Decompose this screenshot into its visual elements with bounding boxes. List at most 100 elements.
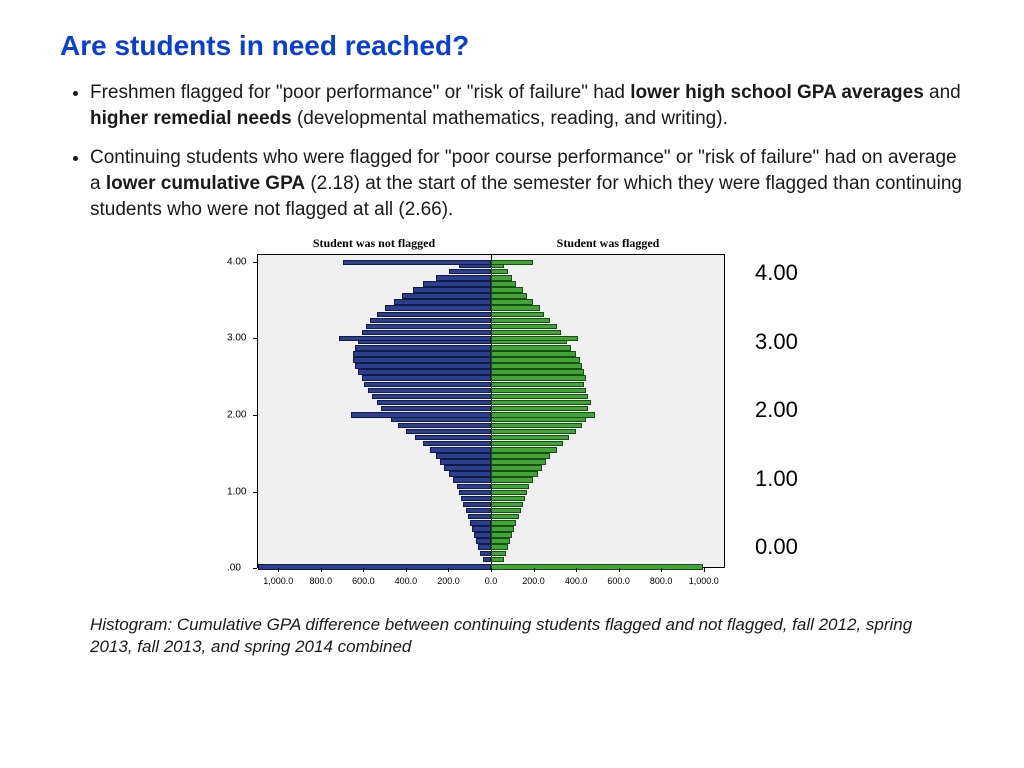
bullet-item: Freshmen flagged for "poor performance" …: [90, 80, 964, 131]
y-tick-mark: [253, 568, 257, 569]
y-tick-label: 2.00: [227, 410, 246, 421]
bar-flagged: [491, 336, 578, 342]
bar-not-flagged: [480, 551, 491, 557]
y-tick-mark: [253, 262, 257, 263]
bar-flagged: [491, 312, 544, 318]
bullet-bold: lower cumulative GPA: [106, 173, 305, 194]
x-tick-label: 800.0: [650, 576, 673, 586]
bar-not-flagged: [423, 441, 491, 447]
bar-not-flagged: [394, 299, 491, 305]
bar-flagged: [491, 496, 525, 502]
bar-flagged: [491, 465, 542, 471]
bar-not-flagged: [351, 412, 491, 418]
side-gpa-labels: 4.00 3.00 2.00 1.00 0.00: [755, 236, 825, 596]
x-tick-label: 1,000.0: [689, 576, 719, 586]
bar-flagged: [491, 484, 529, 490]
bar-flagged: [491, 412, 595, 418]
bar-not-flagged: [366, 324, 491, 330]
y-tick-label: .00: [227, 563, 241, 574]
bar-not-flagged: [453, 477, 491, 483]
bar-not-flagged: [402, 293, 491, 299]
bar-flagged: [491, 305, 540, 311]
x-tick-mark: [448, 568, 449, 572]
bar-flagged: [491, 293, 527, 299]
bullet-text: Freshmen flagged for "poor performance" …: [90, 82, 630, 103]
bar-flagged: [491, 551, 506, 557]
chart-header-right: Student was flagged: [491, 236, 725, 251]
chart-header-left: Student was not flagged: [257, 236, 491, 251]
side-label: 4.00: [755, 260, 825, 286]
bar-not-flagged: [385, 305, 491, 311]
bar-not-flagged: [406, 429, 491, 435]
bar-flagged: [491, 532, 512, 538]
bar-not-flagged: [370, 318, 491, 324]
bar-not-flagged: [472, 526, 491, 532]
bar-not-flagged: [364, 382, 491, 388]
chart-area: Student was not flagged Student was flag…: [60, 236, 964, 596]
x-tick-label: 0.0: [485, 576, 498, 586]
bar-not-flagged: [362, 330, 491, 336]
bar-not-flagged: [483, 557, 491, 563]
x-tick-label: 1,000.0: [263, 576, 293, 586]
bar-flagged: [491, 447, 557, 453]
bar-not-flagged: [457, 484, 491, 490]
bar-not-flagged: [461, 496, 491, 502]
x-tick-mark: [278, 568, 279, 572]
x-tick-mark: [704, 568, 705, 572]
bar-flagged: [491, 260, 533, 266]
bar-not-flagged: [355, 345, 491, 351]
x-tick-label: 400.0: [565, 576, 588, 586]
bar-not-flagged: [476, 538, 491, 544]
bar-flagged: [491, 453, 550, 459]
bar-flagged: [491, 394, 588, 400]
bar-flagged: [491, 363, 582, 369]
bar-flagged: [491, 406, 588, 412]
bullet-bold: lower high school GPA averages: [630, 82, 924, 103]
bar-not-flagged: [459, 490, 491, 496]
bar-not-flagged: [436, 453, 491, 459]
x-tick-mark: [321, 568, 322, 572]
bar-flagged: [491, 275, 512, 281]
bar-not-flagged: [339, 336, 492, 342]
bar-flagged: [491, 564, 703, 570]
bar-not-flagged: [436, 275, 491, 281]
bar-not-flagged: [377, 312, 491, 318]
bar-flagged: [491, 435, 569, 441]
bar-not-flagged: [355, 363, 491, 369]
chart-headers: Student was not flagged Student was flag…: [257, 236, 725, 251]
bar-flagged: [491, 423, 582, 429]
bar-not-flagged: [466, 508, 491, 514]
bar-not-flagged: [258, 564, 491, 570]
bar-not-flagged: [353, 351, 491, 357]
bullet-item: Continuing students who were flagged for…: [90, 145, 964, 222]
bar-not-flagged: [343, 260, 491, 266]
bar-not-flagged: [449, 471, 491, 477]
side-label: 3.00: [755, 329, 825, 355]
bar-flagged: [491, 459, 546, 465]
chart-caption: Histogram: Cumulative GPA difference bet…: [90, 614, 944, 658]
x-tick-label: 200.0: [437, 576, 460, 586]
bar-not-flagged: [415, 435, 491, 441]
side-label: 0.00: [755, 534, 825, 560]
bar-flagged: [491, 357, 580, 363]
bar-flagged: [491, 490, 527, 496]
y-tick-mark: [253, 492, 257, 493]
page-title: Are students in need reached?: [60, 30, 964, 62]
bar-flagged: [491, 269, 508, 275]
bar-not-flagged: [381, 406, 491, 412]
x-tick-mark: [363, 568, 364, 572]
bar-flagged: [491, 324, 557, 330]
bar-not-flagged: [368, 388, 491, 394]
bar-not-flagged: [440, 459, 491, 465]
bar-flagged: [491, 375, 586, 381]
plot-region: [257, 254, 725, 568]
bar-flagged: [491, 508, 521, 514]
bar-flagged: [491, 351, 576, 357]
bar-flagged: [491, 429, 576, 435]
bar-not-flagged: [377, 400, 491, 406]
bar-flagged: [491, 441, 563, 447]
bar-flagged: [491, 520, 516, 526]
bar-flagged: [491, 400, 591, 406]
x-tick-mark: [491, 568, 492, 572]
bar-flagged: [491, 388, 586, 394]
